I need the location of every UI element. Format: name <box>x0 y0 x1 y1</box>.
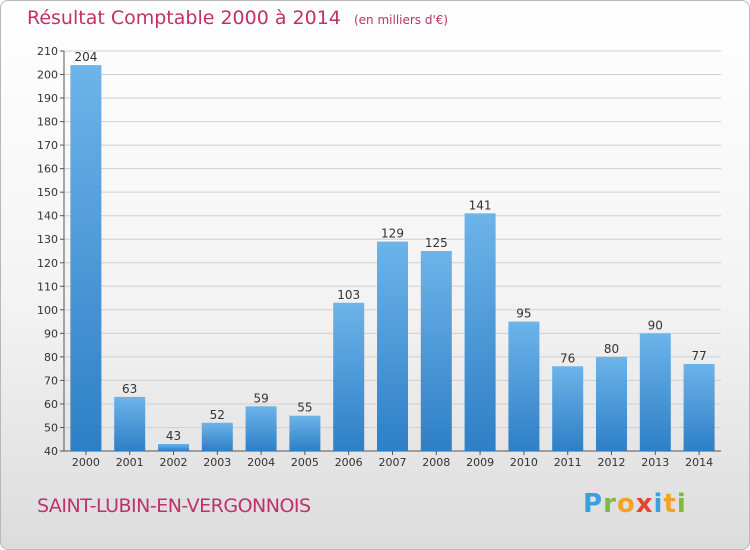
data-labels: 204 63 43 52 59 55 103 129 125 141 95 76 80 90 77 <box>74 50 706 443</box>
data-label: 204 <box>74 50 97 64</box>
y-tick-label: 50 <box>44 421 58 434</box>
brand-letter: P <box>583 489 604 519</box>
y-tick-label: 40 <box>44 445 58 458</box>
x-tick-label: 2003 <box>203 456 231 469</box>
y-tick-label: 90 <box>44 327 58 340</box>
data-label: 90 <box>648 318 663 332</box>
data-label: 43 <box>166 429 181 443</box>
y-tick-label: 150 <box>37 186 58 199</box>
data-label: 141 <box>469 198 492 212</box>
y-tick-label: 60 <box>44 398 58 411</box>
brand-letter: i <box>676 489 687 519</box>
bar <box>114 396 146 451</box>
y-tick-label: 80 <box>44 351 58 364</box>
y-tick-label: 100 <box>37 304 58 317</box>
title-row: Résultat Comptable 2000 à 2014 (en milli… <box>27 7 448 29</box>
data-label: 95 <box>516 307 531 321</box>
brand-letter: r <box>603 489 617 519</box>
data-label: 55 <box>297 401 312 415</box>
x-tick-label: 2006 <box>335 456 363 469</box>
x-tick-label: 2009 <box>466 456 494 469</box>
bar <box>420 251 452 451</box>
data-label: 52 <box>210 408 225 422</box>
data-label: 76 <box>560 351 575 365</box>
bar <box>552 366 584 451</box>
axes: 40 50 60 70 80 90 100 110 120 130 140 150 160 170 180 1… <box>37 45 721 469</box>
bar <box>596 356 627 451</box>
bar <box>333 302 365 451</box>
x-tick-label: 2008 <box>422 456 450 469</box>
data-label: 77 <box>691 349 706 363</box>
x-tick-label: 2002 <box>160 456 188 469</box>
brand-logo: Proxiti <box>583 489 687 519</box>
y-tick-label: 200 <box>37 69 58 82</box>
brand-letter: o <box>616 489 636 519</box>
bar <box>377 241 408 451</box>
y-tick-label: 130 <box>37 233 58 246</box>
y-tick-label: 70 <box>44 374 58 387</box>
data-label: 63 <box>122 382 137 396</box>
data-label: 59 <box>253 391 268 405</box>
bar <box>683 363 715 451</box>
data-label: 129 <box>381 227 404 241</box>
bar <box>464 213 496 451</box>
data-label: 125 <box>425 236 448 250</box>
bar <box>245 406 277 451</box>
brand-letter: x <box>635 489 654 519</box>
data-label: 80 <box>604 342 619 356</box>
brand-letter: t <box>663 489 677 519</box>
x-tick-label: 2007 <box>379 456 407 469</box>
x-tick-label: 2005 <box>291 456 319 469</box>
town-name: SAINT-LUBIN-EN-VERGONNOIS <box>37 495 311 517</box>
x-tick-label: 2013 <box>641 456 669 469</box>
bar <box>158 443 189 451</box>
data-label: 103 <box>337 288 360 302</box>
chart-title: Résultat Comptable 2000 à 2014 <box>27 7 341 29</box>
bar <box>70 65 102 451</box>
x-tick-label: 2012 <box>598 456 626 469</box>
x-tick-label: 2001 <box>116 456 144 469</box>
y-tick-label: 110 <box>37 280 58 293</box>
y-tick-label: 160 <box>37 163 58 176</box>
y-tick-label: 120 <box>37 257 58 270</box>
y-tick-label: 180 <box>37 116 58 129</box>
brand-letter: i <box>653 489 664 519</box>
x-tick-label: 2011 <box>554 456 582 469</box>
x-tick-label: 2004 <box>247 456 275 469</box>
y-tick-label: 170 <box>37 139 58 152</box>
x-tick-label: 2010 <box>510 456 538 469</box>
bar <box>289 415 321 451</box>
bar <box>508 321 540 451</box>
y-tick-label: 140 <box>37 210 58 223</box>
chart-subtitle: (en milliers d'€) <box>353 13 449 27</box>
x-tick-label: 2014 <box>685 456 713 469</box>
bars <box>70 65 715 451</box>
y-tick-label: 190 <box>37 92 58 105</box>
y-tick-label: 210 <box>37 45 58 58</box>
bar <box>639 333 671 451</box>
x-tick-label: 2000 <box>72 456 100 469</box>
bar <box>201 422 233 451</box>
